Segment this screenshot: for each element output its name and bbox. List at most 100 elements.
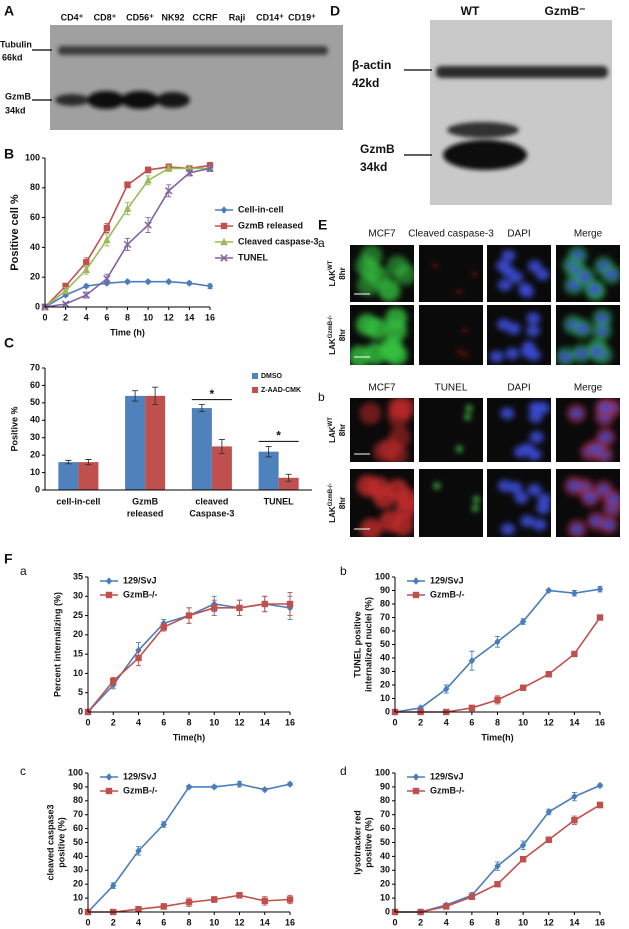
x-tick-label: 12 (544, 917, 554, 927)
marker (211, 783, 218, 791)
error-bar (285, 473, 292, 482)
band-label: β-actin (352, 58, 391, 72)
nucleus (489, 350, 504, 363)
marker (185, 169, 194, 177)
nucleus (567, 480, 580, 491)
x-tick-label: 4 (444, 717, 449, 727)
bar (278, 477, 299, 490)
x-tick-label: 16 (595, 717, 605, 727)
legend-label: GzmB-/- (123, 785, 158, 795)
nucleus (584, 492, 597, 503)
marker (165, 187, 173, 195)
nucleus (532, 518, 547, 531)
cells (457, 328, 469, 358)
x-tick-label: 12 (164, 312, 174, 322)
y-tick-label: 60 (30, 212, 40, 222)
y-tick-label: 40 (30, 415, 40, 425)
y-tick-label: 40 (73, 851, 83, 861)
micrograph (419, 469, 483, 537)
legend-marker (105, 591, 113, 599)
column-header: MCF7 (368, 229, 396, 240)
x-tick-label: 0 (85, 917, 90, 927)
x-tick-label: 6 (104, 312, 109, 322)
nucleus (497, 279, 512, 292)
cells (563, 475, 620, 537)
nucleus (528, 410, 543, 423)
micrograph (556, 245, 620, 302)
y-tick-label: 80 (380, 598, 390, 608)
marker (185, 899, 193, 906)
marker (135, 906, 142, 913)
x-tick-label: 16 (205, 312, 215, 322)
x-tick-label: 8 (495, 917, 500, 927)
marker (165, 164, 173, 172)
y-axis-label: Positive % (9, 406, 19, 451)
spot (464, 413, 471, 420)
x-tick-label: 0 (392, 717, 397, 727)
column-header: Cleaved caspase-3 (408, 229, 494, 240)
nucleus (528, 401, 543, 414)
x-tick-label: 2 (111, 717, 116, 727)
cell (379, 438, 402, 461)
cell (391, 513, 414, 536)
marker (545, 671, 552, 678)
cells (489, 312, 541, 363)
marker (261, 785, 268, 794)
micrograph (487, 305, 551, 365)
marker (519, 617, 527, 626)
nucleus (536, 502, 551, 515)
cells (355, 245, 414, 302)
x-tick-label: 16 (285, 917, 295, 927)
cells (350, 307, 408, 365)
band-size: 42kd (352, 76, 379, 90)
micrograph (487, 469, 551, 537)
x-tick-label: 14 (569, 717, 579, 727)
y-tick-label: 100 (25, 152, 40, 162)
nucleus (526, 312, 541, 325)
spot (462, 328, 468, 334)
x-tick-label: 14 (569, 917, 579, 927)
marker (160, 623, 167, 631)
series-line (87, 783, 291, 913)
micrograph (350, 469, 414, 537)
nucleus (527, 260, 542, 273)
bar (258, 451, 279, 490)
nucleus (559, 351, 572, 362)
x-tick-label: 14 (260, 717, 270, 727)
y-tick-label: 0 (35, 484, 40, 494)
marker (185, 612, 193, 619)
y-axis-label: Positive cell % (9, 194, 21, 271)
marker (82, 265, 90, 273)
spot (456, 289, 462, 295)
nucleus (521, 345, 536, 358)
marker (61, 300, 70, 308)
row-time: 8hr (338, 267, 347, 279)
marker (286, 896, 294, 903)
nucleus (500, 407, 515, 420)
micrograph-bg (419, 469, 483, 537)
error-bar (132, 390, 139, 402)
marker (545, 586, 552, 595)
nucleus (535, 268, 550, 281)
y-axis-label: internalized nuclei (%) (363, 597, 373, 692)
panel-label: C (4, 335, 14, 351)
panel-label: F (4, 551, 13, 567)
legend-label: 129/SvJ (430, 771, 464, 781)
y-tick-label: 20 (73, 879, 83, 889)
marker (286, 600, 294, 608)
y-tick-label: 35 (73, 571, 83, 581)
y-axis-label: Percent internalizing (%) (52, 592, 62, 697)
marker (123, 204, 132, 212)
legend-label: 129/SvJ (123, 771, 157, 781)
nucleus (570, 524, 583, 535)
bar (58, 462, 79, 490)
nucleus (607, 494, 620, 505)
nucleus (518, 282, 533, 295)
y-tick-label: 40 (380, 652, 390, 662)
panel-label: b (340, 564, 347, 578)
x-tick-label: 6 (469, 717, 474, 727)
marker (596, 585, 604, 593)
series-line (395, 804, 601, 913)
nucleus (576, 323, 589, 334)
